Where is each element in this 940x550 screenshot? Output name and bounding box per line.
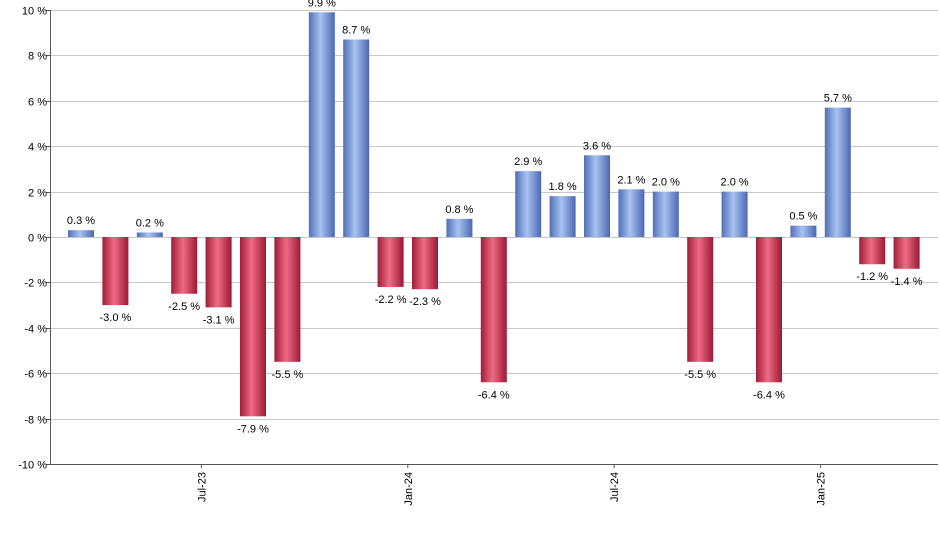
bar-value-label: 2.1 %: [617, 174, 645, 186]
bar-value-label: -5.5 %: [272, 369, 304, 381]
bar-positive: [343, 39, 370, 238]
bar-positive: [618, 189, 645, 237]
bar-negative: [893, 237, 920, 269]
bar-positive: [136, 232, 163, 237]
y-tick-label: 6 %: [28, 97, 47, 109]
bar-value-label: -1.4 %: [891, 276, 923, 288]
bar-negative: [102, 237, 129, 306]
y-tick-label: 0 %: [28, 233, 47, 245]
bars: [68, 12, 920, 417]
bar-value-label: -2.2 %: [375, 294, 407, 306]
bar-value-label: 1.8 %: [549, 181, 577, 193]
y-tick-label: -2 %: [24, 278, 47, 290]
bar-value-label: -2.3 %: [409, 296, 441, 308]
bar-value-label: -7.9 %: [237, 423, 269, 435]
bar-positive: [652, 191, 679, 237]
bar-value-label: -6.4 %: [478, 389, 510, 401]
labels: 0.3 % -3.0 % 0.2 % -2.5 %-3.1 % -7.9 % -5.5 %…: [67, 0, 923, 435]
bar-negative: [412, 237, 438, 290]
bar-value-label: 5.7 %: [824, 93, 852, 105]
bar-value-label: -3.0 %: [100, 312, 132, 324]
bar-value-label: -5.5 %: [684, 369, 716, 381]
bar-negative: [377, 237, 404, 287]
bar-positive: [824, 107, 851, 237]
bar-negative: [274, 237, 301, 362]
bar-value-label: -6.4 %: [753, 389, 785, 401]
bar-value-label: 0.3 %: [67, 215, 95, 227]
bar-negative: [859, 237, 886, 265]
axes: 10 % 8 % 6 % 4 % 2 % 0 % -2 % -4 % -6 % -8 % -10 %…: [18, 6, 938, 506]
bar-positive: [549, 196, 576, 237]
y-tick-label: 2 %: [28, 188, 47, 200]
bar-value-label: 0.8 %: [445, 204, 473, 216]
bar-value-label: 9.9 %: [308, 0, 336, 9]
y-tick-label: 10 %: [22, 6, 47, 18]
bar-negative: [756, 237, 782, 383]
bar-positive: [308, 12, 335, 237]
bar-value-label: -1.2 %: [856, 271, 888, 283]
bar-value-label: 2.9 %: [514, 156, 542, 168]
bar-positive: [446, 218, 473, 237]
bar-value-label: 2.0 %: [652, 177, 680, 189]
bar-value-label: 0.5 %: [789, 211, 817, 223]
bar-positive: [584, 155, 610, 237]
bar-negative: [480, 237, 507, 383]
bar-negative: [240, 237, 266, 417]
bar-positive: [721, 191, 748, 237]
y-tick-label: 4 %: [28, 142, 47, 154]
bar-value-label: -2.5 %: [168, 301, 200, 313]
x-tick-label: Jul-23: [196, 472, 208, 502]
bar-positive: [68, 230, 94, 237]
y-tick-label: 8 %: [28, 51, 47, 63]
x-tick-label: Jan-24: [403, 472, 415, 506]
bar-value-label: 0.2 %: [136, 217, 164, 229]
bar-value-label: 8.7 %: [342, 25, 370, 37]
x-tick-label: Jul-24: [609, 472, 621, 502]
bar-value-label: 2.0 %: [721, 177, 749, 189]
bar-negative: [171, 237, 198, 294]
y-tick-label: -4 %: [24, 324, 47, 336]
y-tick-label: -8 %: [24, 415, 47, 427]
bar-value-label: 3.6 %: [583, 140, 611, 152]
bar-positive: [790, 225, 817, 237]
bar-negative: [205, 237, 232, 308]
x-tick-label: Jan-25: [816, 472, 828, 506]
y-tick-label: -6 %: [24, 369, 47, 381]
bar-negative: [687, 237, 714, 362]
bar-value-label: -3.1 %: [203, 314, 235, 326]
bar-positive: [515, 171, 542, 237]
y-tick-label: -10 %: [18, 460, 47, 472]
